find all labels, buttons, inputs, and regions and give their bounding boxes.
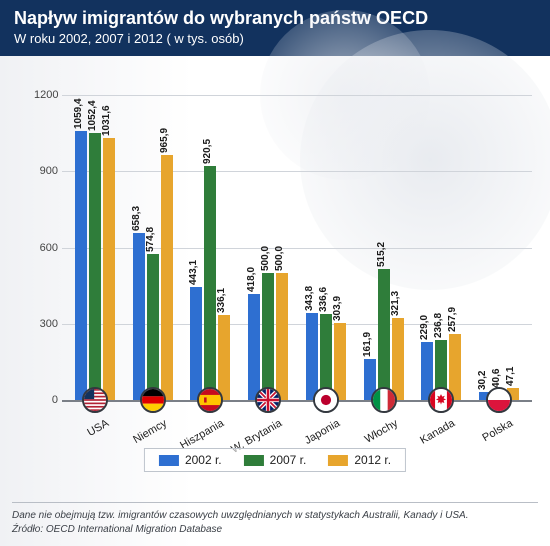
legend-item: 2012 r. [328, 453, 391, 467]
category-label: Niemcy [131, 417, 169, 446]
bar-value-label: 336,1 [216, 288, 227, 313]
footnote-text: Dane nie obejmują tzw. imigrantów czasow… [12, 509, 538, 523]
legend-item: 2007 r. [244, 453, 307, 467]
bar-value-label: 236,8 [433, 313, 444, 338]
bars: 1059,41052,41031,6 [66, 95, 124, 400]
chart-title: Napływ imigrantów do wybranych państw OE… [14, 8, 536, 29]
ca-flag-icon [428, 387, 454, 413]
bar-value-label: 515,2 [376, 242, 387, 267]
bar-group: 229,0236,8257,9Kanada [413, 95, 471, 400]
bar-value-label: 343,8 [304, 286, 315, 311]
bar-value-label: 336,6 [318, 287, 329, 312]
bar-value-label: 1031,6 [101, 105, 112, 136]
bar: 965,9 [161, 155, 173, 400]
bar: 343,8 [306, 313, 318, 400]
category-label: Hiszpania [179, 417, 227, 452]
bar-value-label: 40,6 [491, 368, 502, 387]
bar-value-label: 1059,4 [73, 98, 84, 129]
footnote: Dane nie obejmują tzw. imigrantów czasow… [12, 502, 538, 536]
bar: 515,2 [378, 269, 390, 400]
pl-flag-icon [486, 387, 512, 413]
bar-value-label: 161,9 [362, 332, 373, 357]
bar-value-label: 500,0 [260, 246, 271, 271]
legend-swatch [159, 455, 179, 466]
bars: 658,3574,8965,9 [124, 95, 182, 400]
legend-swatch [328, 455, 348, 466]
bar: 658,3 [133, 233, 145, 400]
ytick-label: 300 [34, 318, 58, 330]
legend-label: 2002 r. [185, 453, 222, 467]
ytick-label: 900 [34, 165, 58, 177]
es-flag-icon [197, 387, 223, 413]
de-flag-icon [140, 387, 166, 413]
it-flag-icon [371, 387, 397, 413]
bar-value-label: 47,1 [505, 367, 516, 386]
chart-subtitle: W roku 2002, 2007 i 2012 ( w tys. osób) [14, 31, 536, 46]
bar-value-label: 418,0 [246, 267, 257, 292]
category-label: Japonia [302, 417, 341, 447]
legend-label: 2012 r. [354, 453, 391, 467]
bars: 343,8336,6303,9 [297, 95, 355, 400]
plot-area: 030060090012001059,41052,41031,6USA658,3… [34, 95, 532, 400]
category-label: Kanada [419, 417, 458, 446]
bars: 229,0236,8257,9 [413, 95, 471, 400]
bar-value-label: 500,0 [274, 246, 285, 271]
bar: 336,1 [218, 315, 230, 400]
usa-flag-icon [82, 387, 108, 413]
bar-group: 443,1920,5336,1Hiszpania [182, 95, 240, 400]
bar-value-label: 658,3 [131, 206, 142, 231]
bar: 321,3 [392, 318, 404, 400]
footnote-source: Źródło: OECD International Migration Dat… [12, 523, 538, 537]
bar-value-label: 229,0 [419, 315, 430, 340]
bar: 257,9 [449, 334, 461, 400]
bar-group: 343,8336,6303,9Japonia [297, 95, 355, 400]
bar: 303,9 [334, 323, 346, 400]
bar-group: 30,240,647,1Polska [470, 95, 528, 400]
bar: 920,5 [204, 166, 216, 400]
bar: 574,8 [147, 254, 159, 400]
bar-value-label: 443,1 [188, 260, 199, 285]
category-label: Polska [481, 417, 516, 444]
bar-group: 161,9515,2321,3Włochy [355, 95, 413, 400]
axis-zero [62, 400, 532, 402]
legend: 2002 r. 2007 r. 2012 r. [144, 448, 406, 472]
uk-flag-icon [255, 387, 281, 413]
bar-value-label: 30,2 [477, 371, 488, 390]
category-label: USA [85, 417, 111, 439]
bar-value-label: 574,8 [145, 227, 156, 252]
bar: 1052,4 [89, 133, 101, 400]
bar: 443,1 [190, 287, 202, 400]
bar-group: 658,3574,8965,9Niemcy [124, 95, 182, 400]
bar: 500,0 [262, 273, 274, 400]
bar: 1059,4 [75, 131, 87, 400]
category-label: Włochy [362, 417, 399, 445]
legend-item: 2002 r. [159, 453, 222, 467]
bar: 500,0 [276, 273, 288, 400]
bar-value-label: 303,9 [332, 296, 343, 321]
ytick-label: 0 [34, 394, 58, 406]
legend-label: 2007 r. [270, 453, 307, 467]
bar: 418,0 [248, 294, 260, 400]
bar-value-label: 965,9 [159, 127, 170, 152]
bar-group: 1059,41052,41031,6USA [66, 95, 124, 400]
bars: 443,1920,5336,1 [182, 95, 240, 400]
bars: 30,240,647,1 [470, 95, 528, 400]
header: Napływ imigrantów do wybranych państw OE… [0, 0, 550, 56]
bar-group: 418,0500,0500,0W. Brytania [239, 95, 297, 400]
bars: 161,9515,2321,3 [355, 95, 413, 400]
ytick-label: 600 [34, 242, 58, 254]
bars: 418,0500,0500,0 [239, 95, 297, 400]
chart-card: Napływ imigrantów do wybranych państw OE… [0, 0, 550, 546]
jp-flag-icon [313, 387, 339, 413]
bar-value-label: 920,5 [202, 139, 213, 164]
legend-swatch [244, 455, 264, 466]
ytick-label: 1200 [34, 89, 58, 101]
bar-value-label: 1052,4 [87, 100, 98, 131]
bar-value-label: 257,9 [447, 307, 458, 332]
bar-value-label: 321,3 [390, 291, 401, 316]
bar-groups: 1059,41052,41031,6USA658,3574,8965,9Niem… [66, 95, 528, 400]
bar: 1031,6 [103, 138, 115, 400]
